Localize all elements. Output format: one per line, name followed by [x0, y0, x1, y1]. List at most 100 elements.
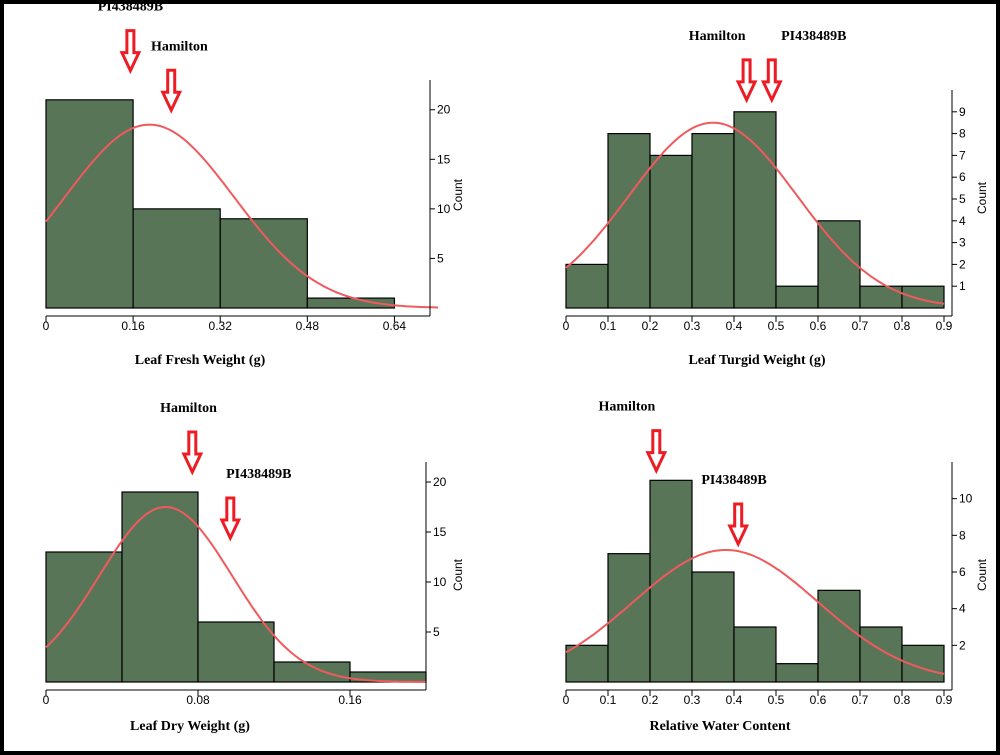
panel-1-x-axis-title: Leaf Fresh Weight (g) [135, 353, 266, 368]
panel-4-normal-curve [565, 549, 945, 675]
panel-4-y-tick-label-1: 2 [959, 638, 966, 652]
panel-2-bar-6 [775, 285, 819, 309]
panel-2-annotation-arrow-icon-2 [760, 58, 783, 104]
panel-1-y-tick-label-1: 5 [437, 251, 444, 265]
panel-2-y-tick-label-3: 3 [959, 236, 966, 250]
panel-1-x-tick-label-5: 0.64 [383, 319, 407, 333]
panel-2-x-tick-label-9: 0.8 [894, 319, 911, 333]
panel-2-x-tick-label-1: 0 [563, 319, 570, 333]
panel-4-bar-8 [859, 626, 903, 683]
panel-3-annotation-label-2: PI438489B [226, 467, 291, 482]
panel-1-y-axis-title: Count [451, 178, 465, 211]
panel-2-x-tick-label-10: 0.9 [936, 319, 953, 333]
panel-3-normal-curve [45, 505, 426, 683]
panel-4-y-axis-title: Count [975, 558, 989, 591]
panel-2-y-tick-label-6: 6 [959, 170, 966, 184]
panel-4-annotation-label-1: Hamilton [599, 400, 656, 415]
panel-4-annotation-arrow-icon-1 [645, 429, 668, 475]
panel-3-bar-1 [45, 551, 123, 683]
panel-1-y-tick-label-4: 20 [437, 103, 451, 117]
panel-3-y-tick-label-4: 20 [433, 475, 447, 489]
panel-2-bar-1 [565, 263, 609, 309]
panel-2-bar-8 [859, 285, 903, 309]
panel-4-y-tick-label-5: 10 [959, 492, 973, 506]
panel-4-bar-4 [691, 571, 735, 683]
panel-3-bar-3 [197, 621, 275, 683]
panel-2-y-tick-label-7: 7 [959, 148, 966, 162]
panel-4-y-tick-label-3: 6 [959, 565, 966, 579]
panel-1-annotation-label-1: PI438489B [98, 0, 163, 15]
panel-4-bar-6 [775, 663, 819, 683]
panel-2-bar-5 [733, 111, 777, 309]
panel-3-y-axis-title: Count [451, 558, 465, 591]
panel-1-annotation-label-2: Hamilton [151, 39, 208, 54]
panel-3-bar-2 [121, 491, 199, 683]
panel-2-x-tick-label-8: 0.7 [852, 319, 869, 333]
panel-3-y-tick-label-1: 5 [433, 625, 440, 639]
panel-1-y-tick-label-3: 15 [437, 152, 451, 166]
panel-1-bar-2 [132, 208, 221, 309]
panel-2-y-axis-title: Count [975, 181, 989, 214]
panel-3-annotation-arrow-icon-2 [219, 496, 242, 542]
panel-4-annotation-label-2: PI438489B [701, 473, 766, 488]
panel-4-x-tick-label-8: 0.7 [852, 693, 869, 707]
panel-1-x-tick-label-4: 0.48 [296, 319, 320, 333]
panel-2-x-tick-label-4: 0.3 [684, 319, 701, 333]
panel-1-x-tick-label-3: 0.32 [209, 319, 233, 333]
panel-1-x-tick-label-1: 0 [43, 319, 50, 333]
panel-2-annotation-label-1: Hamilton [689, 29, 746, 44]
panel-3-y-tick-label-2: 10 [433, 575, 447, 589]
panel-1-annotation-arrow-icon-1 [119, 29, 142, 75]
panel-2-y-tick-label-1: 1 [959, 279, 966, 293]
panel-1-x-tick-label-2: 0.16 [121, 319, 145, 333]
panel-3-annotation-arrow-icon-1 [181, 430, 204, 476]
panel-2-bar-4 [691, 133, 735, 309]
panel-2-bar-7 [817, 220, 861, 309]
panel-3-x-axis-title: Leaf Dry Weight (g) [130, 719, 250, 734]
panel-3-bar-4 [273, 661, 351, 683]
panel-4-x-tick-label-2: 0.1 [600, 693, 617, 707]
panel-2-bar-3 [649, 154, 693, 309]
panel-4-x-tick-label-7: 0.6 [810, 693, 827, 707]
panel-3-x-tick-label-1: 0 [43, 693, 50, 707]
panel-3-y-tick-label-3: 15 [433, 525, 447, 539]
panel-2-normal-curve [565, 121, 945, 305]
panel-2-x-tick-label-6: 0.5 [768, 319, 785, 333]
panel-4-x-tick-label-1: 0 [563, 693, 570, 707]
panel-3-annotation-label-1: Hamilton [160, 401, 217, 416]
panel-4-annotation-arrow-icon-2 [727, 502, 750, 548]
panel-1-bar-3 [219, 218, 308, 309]
panel-1-normal-curve [45, 123, 439, 309]
panel-2-y-tick-label-8: 8 [959, 127, 966, 141]
panel-2-x-axis-title: Leaf Turgid Weight (g) [688, 353, 825, 368]
panel-4-y-tick-label-2: 4 [959, 602, 966, 616]
panel-2-bar-2 [607, 133, 651, 309]
panel-2-y-tick-label-4: 4 [959, 214, 966, 228]
panel-3-x-tick-label-2: 0.08 [186, 693, 210, 707]
panel-2-y-tick-label-9: 9 [959, 105, 966, 119]
panel-2-x-tick-label-3: 0.2 [642, 319, 659, 333]
panel-4-x-tick-label-10: 0.9 [936, 693, 953, 707]
panel-3-x-tick-label-3: 0.16 [338, 693, 362, 707]
panel-2-x-tick-label-2: 0.1 [600, 319, 617, 333]
panel-4-x-tick-label-6: 0.5 [768, 693, 785, 707]
panel-1-y-tick-label-2: 10 [437, 202, 451, 216]
panel-2-x-tick-label-7: 0.6 [810, 319, 827, 333]
panel-2-annotation-arrow-icon-1 [735, 58, 758, 104]
panel-2-bar-9 [901, 285, 945, 309]
panel-2-annotation-label-2: PI438489B [781, 29, 846, 44]
panel-2-y-tick-label-5: 5 [959, 192, 966, 206]
panel-4-bar-5 [733, 626, 777, 683]
panel-4-x-axis-title: Relative Water Content [649, 719, 790, 734]
panel-4-x-tick-label-4: 0.3 [684, 693, 701, 707]
panel-2-y-tick-label-2: 2 [959, 257, 966, 271]
panel-1-annotation-arrow-icon-2 [160, 68, 183, 114]
panel-4-x-tick-label-3: 0.2 [642, 693, 659, 707]
panel-4-x-tick-label-5: 0.4 [726, 693, 743, 707]
panel-4-bar-1 [565, 644, 609, 683]
panel-2-x-tick-label-5: 0.4 [726, 319, 743, 333]
panel-4-y-tick-label-4: 8 [959, 528, 966, 542]
panel-4-bar-7 [817, 589, 861, 683]
panel-4-x-tick-label-9: 0.8 [894, 693, 911, 707]
